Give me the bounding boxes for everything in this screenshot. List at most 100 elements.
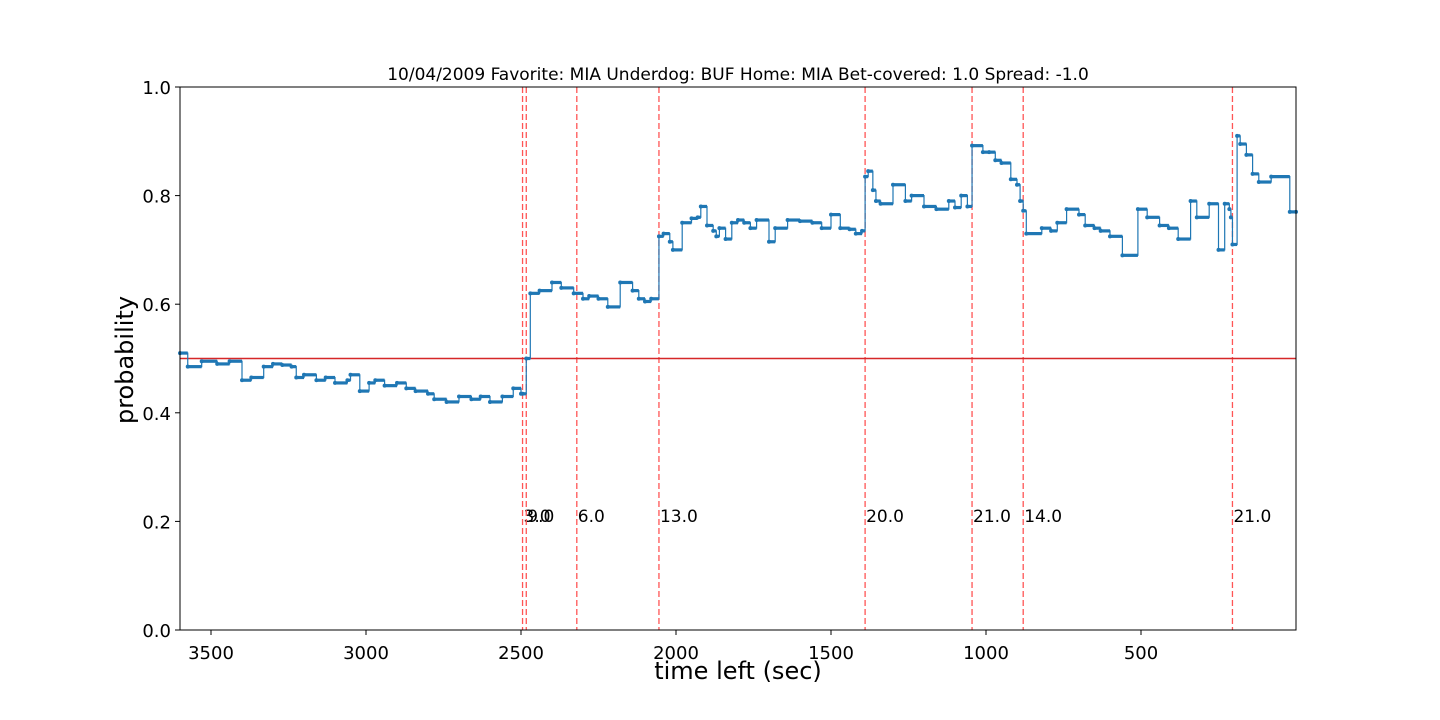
series-point <box>185 364 190 369</box>
x-axis-label: time left (sec) <box>654 657 822 685</box>
series-point <box>294 375 299 380</box>
x-axis-ticks: 3500 3000 2500 2000 1500 1000 500 <box>188 630 1158 664</box>
series-point <box>1157 223 1162 228</box>
series-point <box>767 239 771 244</box>
x-tick-label: 3500 <box>188 643 234 664</box>
series-point <box>1120 253 1125 258</box>
event-label: 3.0 <box>524 507 551 527</box>
series-point <box>698 204 703 209</box>
series-point <box>520 391 525 396</box>
series-point <box>860 228 864 233</box>
series-point <box>559 285 564 290</box>
series-point <box>1235 133 1240 138</box>
series-point <box>571 291 576 296</box>
series-point <box>667 239 672 244</box>
y-axis-label: probability <box>111 296 139 424</box>
series-point <box>909 193 914 198</box>
series-point <box>1256 180 1261 185</box>
series-point <box>866 169 871 174</box>
series-point <box>345 378 350 383</box>
series-point <box>1064 207 1069 212</box>
series-point <box>1222 201 1227 206</box>
series-point <box>528 291 533 296</box>
series-point <box>215 361 220 366</box>
series-point <box>1039 226 1044 231</box>
series-point <box>348 372 353 377</box>
series-point <box>240 378 244 383</box>
series-point <box>500 394 505 399</box>
series-point <box>1228 215 1233 220</box>
series-point <box>537 288 542 293</box>
y-tick-label: 0.6 <box>142 295 171 316</box>
series-point <box>261 364 266 369</box>
series-point <box>810 220 815 225</box>
series-point <box>729 220 734 225</box>
series-point <box>469 397 474 402</box>
series-point <box>1092 226 1097 231</box>
series-point <box>711 228 716 233</box>
series-point <box>404 386 409 391</box>
series-point <box>1015 182 1019 187</box>
series-point <box>903 199 908 204</box>
series-point <box>785 218 790 223</box>
series-point <box>643 299 647 304</box>
x-tick-label: 1500 <box>808 643 854 664</box>
y-tick-label: 0.2 <box>142 512 171 533</box>
series-point <box>965 204 970 209</box>
series-point <box>891 182 895 187</box>
series-point <box>581 296 585 301</box>
series-point <box>457 394 461 399</box>
series-point <box>993 158 998 163</box>
series-point <box>680 220 685 225</box>
series-point <box>314 378 319 383</box>
series-point <box>636 296 641 301</box>
series-point <box>922 204 926 209</box>
series-point <box>959 193 964 198</box>
series-point <box>333 380 337 385</box>
series-point <box>630 288 635 293</box>
series-point <box>1176 237 1181 242</box>
series-point <box>754 218 759 223</box>
series-point <box>714 234 719 239</box>
series-point <box>1287 209 1292 214</box>
series-line <box>180 135 1296 403</box>
series-point <box>1230 242 1235 247</box>
series-point <box>426 391 430 396</box>
y-axis-ticks: 0.0 0.2 0.4 0.6 0.8 1.0 <box>142 78 180 642</box>
series-point <box>723 237 728 242</box>
series-point <box>1083 223 1088 228</box>
series-point <box>689 216 694 221</box>
series-point <box>873 199 878 204</box>
series-point <box>271 361 275 366</box>
series-point <box>1077 212 1081 217</box>
series-point <box>357 389 362 394</box>
probability-series <box>178 133 1298 404</box>
series-point <box>524 356 529 361</box>
series-point <box>280 363 285 368</box>
series-point <box>1194 215 1199 220</box>
series-point <box>1135 207 1140 212</box>
series-point <box>1098 228 1103 233</box>
series-point <box>656 234 661 239</box>
x-tick-label: 1000 <box>963 643 1009 664</box>
series-point <box>1188 199 1193 204</box>
series-point <box>587 294 592 299</box>
series-point <box>953 205 957 210</box>
series-point <box>432 397 437 402</box>
series-point <box>878 201 883 206</box>
series-point <box>661 231 666 236</box>
series-point <box>748 226 753 231</box>
y-tick-label: 0.0 <box>142 621 171 642</box>
series-point <box>596 296 601 301</box>
series-point <box>488 399 492 404</box>
series-point <box>1227 207 1232 212</box>
event-label: 9.0 <box>527 507 554 527</box>
series-point <box>819 226 824 231</box>
series-point <box>1244 152 1249 157</box>
series-point <box>742 220 747 225</box>
y-tick-label: 0.4 <box>142 404 171 425</box>
x-tick-label: 2500 <box>498 643 544 664</box>
series-point <box>798 219 802 224</box>
series-point <box>1008 177 1013 182</box>
series-point <box>773 226 778 231</box>
